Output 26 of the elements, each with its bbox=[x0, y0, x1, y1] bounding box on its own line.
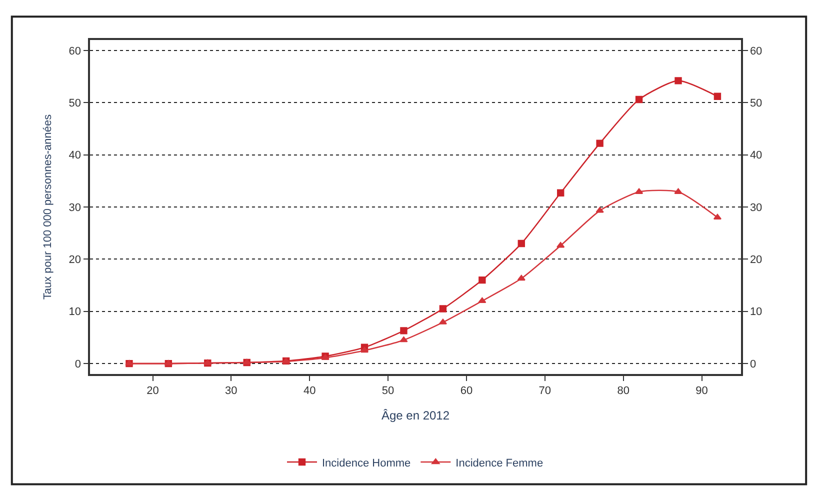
x-tick-label: 50 bbox=[382, 384, 394, 397]
y-tick-label: 60 bbox=[68, 45, 82, 58]
y2-tick-label: 20 bbox=[750, 254, 762, 266]
y2-tick-label: 0 bbox=[750, 358, 756, 370]
y2-tick-label: 60 bbox=[750, 45, 762, 58]
x-tick-label: 40 bbox=[303, 384, 316, 397]
x-tick-label: 60 bbox=[460, 384, 473, 397]
y-tick-label: 10 bbox=[68, 306, 82, 318]
y2-tick-label: 30 bbox=[750, 202, 762, 214]
y-tick-label: 40 bbox=[68, 150, 82, 162]
x-tick-label: 70 bbox=[538, 384, 552, 397]
y2-tick-label: 40 bbox=[750, 150, 762, 162]
y-tick-label: 50 bbox=[68, 97, 82, 110]
y2-tick-label: 10 bbox=[750, 306, 762, 318]
y-tick-label: 30 bbox=[68, 202, 82, 214]
y-tick-label: 0 bbox=[74, 358, 82, 370]
legend-label: Incidence Femme bbox=[456, 457, 544, 470]
legend-label: Incidence Homme bbox=[322, 457, 411, 470]
y-axis-title: Taux pour 100 000 personnes-années bbox=[42, 114, 54, 300]
x-tick-label: 90 bbox=[696, 384, 708, 397]
y2-tick-label: 50 bbox=[750, 97, 762, 110]
x-tick-label: 80 bbox=[617, 384, 630, 397]
y-tick-label: 20 bbox=[68, 254, 82, 266]
x-tick-label: 30 bbox=[225, 384, 238, 397]
x-tick-label: 20 bbox=[146, 384, 159, 397]
x-axis-title: Âge en 2012 bbox=[381, 408, 450, 422]
